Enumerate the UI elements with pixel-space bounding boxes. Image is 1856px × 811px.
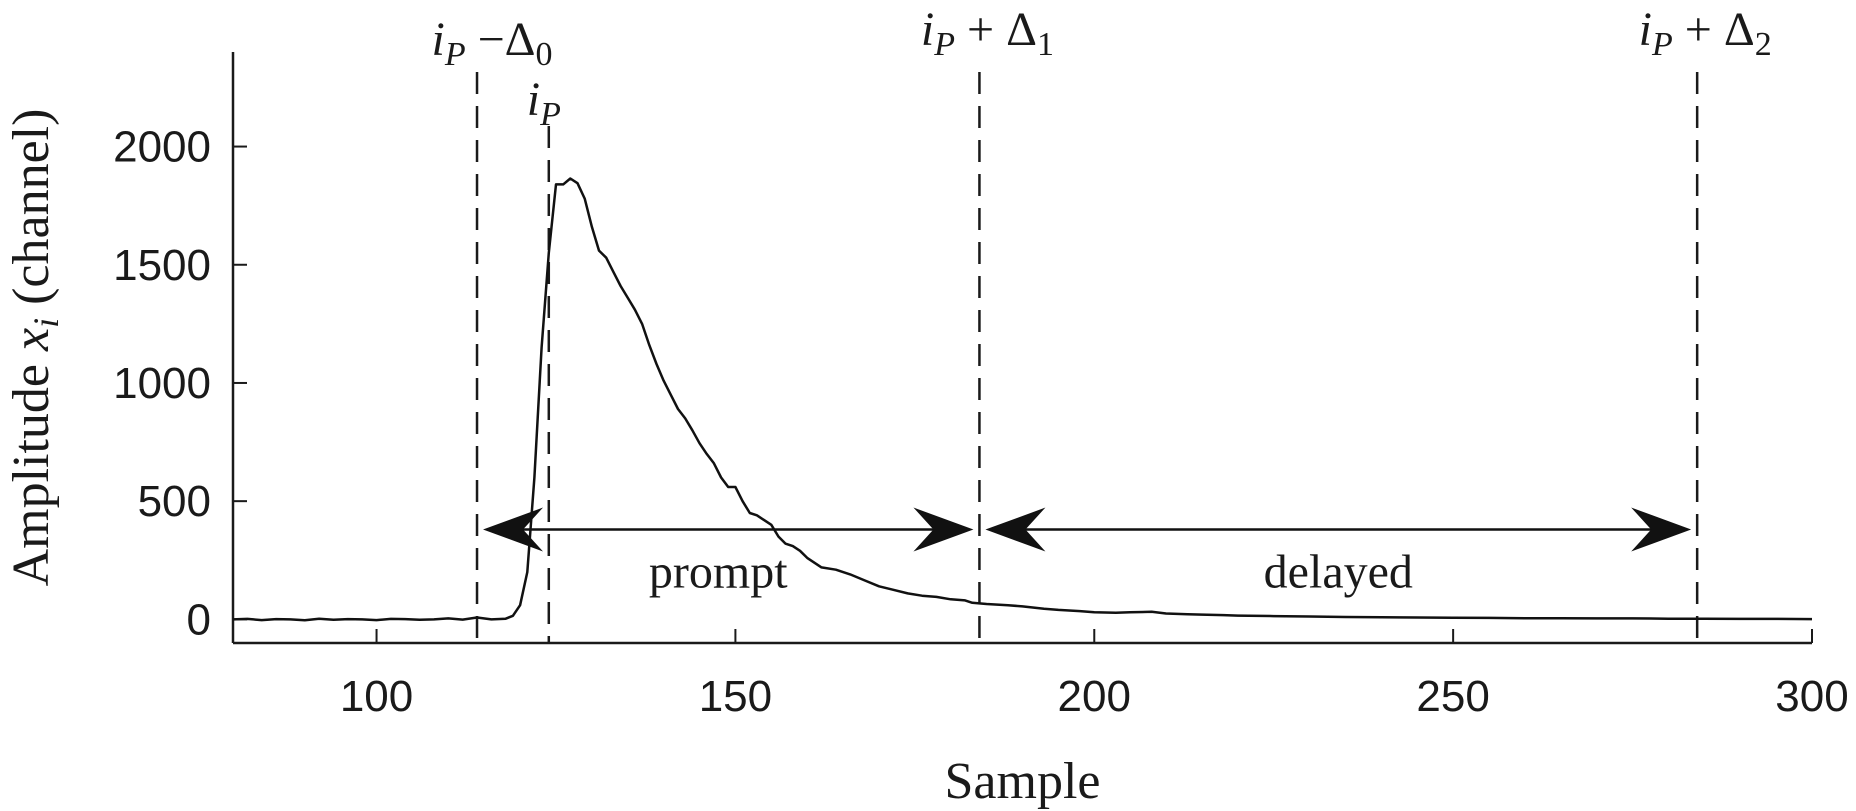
marker-label: iP + Δ1 — [921, 3, 1054, 63]
y-tick-label: 1500 — [113, 241, 211, 290]
series-layer — [232, 177, 1813, 622]
region-arrow-right-head — [1631, 507, 1692, 552]
marker-label: iP — [527, 73, 561, 133]
marker-label: iP −Δ0 — [431, 13, 552, 73]
x-tick-label: 150 — [699, 672, 772, 721]
x-axis-title: Sample — [945, 753, 1101, 810]
region-arrow-right-head — [913, 507, 974, 552]
marker-label: iP + Δ2 — [1639, 3, 1772, 63]
y-tick-label: 0 — [187, 595, 211, 644]
region-label: prompt — [649, 546, 788, 599]
y-tick-label: 2000 — [113, 123, 211, 172]
x-tick-label: 300 — [1775, 672, 1848, 721]
x-tick-label: 250 — [1416, 672, 1489, 721]
region-arrow-left-head — [985, 507, 1046, 552]
region-label: delayed — [1264, 546, 1413, 599]
x-tick-label: 200 — [1058, 672, 1131, 721]
x-tick-label: 100 — [340, 672, 413, 721]
series-line — [232, 177, 1813, 622]
y-tick-label: 500 — [138, 477, 211, 526]
axes: 100 150 200 250 300 0 500 1000 1500 2000 Sample Amp… — [3, 52, 1849, 810]
y-axis-title: Amplitude xi (channel) — [3, 109, 66, 587]
region-arrow-left-head — [483, 507, 544, 552]
marker-lines — [475, 72, 1699, 643]
y-tick-label: 1000 — [113, 359, 211, 408]
region-arrows: prompt delayed — [483, 507, 1692, 599]
